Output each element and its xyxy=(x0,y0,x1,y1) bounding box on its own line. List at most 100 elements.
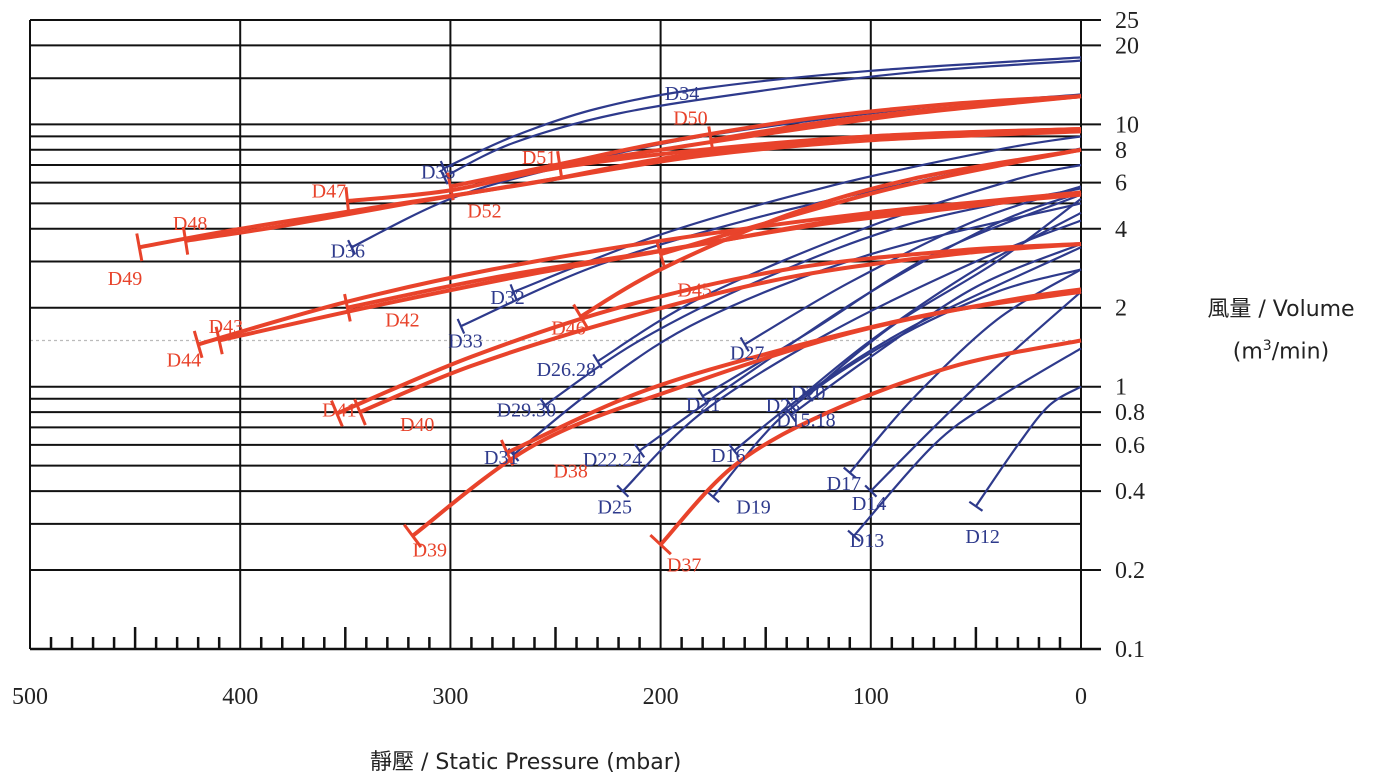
curve-d39 xyxy=(411,287,1082,538)
curve-end-cap xyxy=(343,293,352,322)
curve-label-d33: D33 xyxy=(448,331,482,353)
curve-label-d45: D45 xyxy=(677,279,711,301)
curve-end-cap xyxy=(864,484,878,498)
curve-label-d22-24: D22.24 xyxy=(583,449,642,471)
curve-label-d51: D51 xyxy=(522,147,556,169)
y-axis-title-text: 風量 / Volume xyxy=(1207,297,1355,322)
y-axis-title: 風量 / Volume (m3/min) xyxy=(1186,292,1376,370)
curve-label-d49: D49 xyxy=(108,268,142,290)
curve-label-d29-30: D29.30 xyxy=(497,399,556,421)
curve-label-d26-28: D26.28 xyxy=(537,359,596,381)
curve-labels: D12D13D14D17D19D16D15.18D23D20D25D22.24D… xyxy=(108,83,1000,577)
curve-end-cap xyxy=(842,466,857,479)
curve-end-cap xyxy=(649,533,672,556)
curve-label-d25: D25 xyxy=(598,496,632,518)
y-tick-label: 6 xyxy=(1115,171,1127,197)
curve-d20 xyxy=(807,198,1082,396)
curve-d32 xyxy=(513,135,1082,293)
curve-label-d34: D34 xyxy=(665,83,699,105)
curve-d37 xyxy=(659,338,1082,546)
curve-end-cap xyxy=(446,172,455,201)
curve-end-cap xyxy=(739,336,750,352)
curve-d35 xyxy=(443,59,1082,178)
curve-label-d52: D52 xyxy=(467,200,501,222)
y-unit-end: /min) xyxy=(1271,339,1330,365)
curve-label-d50: D50 xyxy=(673,108,707,130)
y-tick-label: 8 xyxy=(1115,138,1127,164)
curve-label-d16: D16 xyxy=(711,445,745,467)
x-tick-label: 400 xyxy=(222,684,258,710)
curve-d14 xyxy=(870,290,1082,492)
curve-d19 xyxy=(712,268,1082,498)
curve-label-d23: D23 xyxy=(766,395,800,417)
y-tick-label: 10 xyxy=(1115,112,1139,138)
curve-d40 xyxy=(359,242,1082,414)
y-tick-label: 4 xyxy=(1115,217,1127,243)
x-tick-label: 500 xyxy=(12,684,48,710)
curve-d52 xyxy=(450,94,1082,189)
curve-label-d20: D20 xyxy=(791,383,825,405)
curve-end-cap xyxy=(785,398,797,413)
x-tick-label: 0 xyxy=(1075,684,1087,710)
curve-d43 xyxy=(218,192,1082,343)
curve-d46 xyxy=(579,147,1082,319)
curve-end-cap xyxy=(330,400,344,428)
curve-end-cap xyxy=(214,326,224,355)
curve-d17 xyxy=(848,268,1082,474)
x-tick-label: 300 xyxy=(432,684,468,710)
curve-end-cap xyxy=(655,240,666,269)
curve-end-cap xyxy=(572,303,590,330)
curves xyxy=(135,56,1082,556)
curve-d51 xyxy=(559,94,1082,167)
curve-label-d32: D32 xyxy=(490,287,524,309)
curve-label-d17: D17 xyxy=(827,473,861,495)
curve-end-cap xyxy=(968,500,984,512)
y-tick-label: 0.1 xyxy=(1115,637,1145,663)
y-unit-base: (m xyxy=(1232,339,1263,365)
curve-label-d48: D48 xyxy=(173,213,207,235)
y-tick-label: 0.2 xyxy=(1115,558,1145,584)
curve-label-d31: D31 xyxy=(484,447,518,469)
curve-d15-18 xyxy=(790,242,1082,416)
curve-label-d41: D41 xyxy=(322,399,356,421)
x-tick-labels: 500 400 300 200 100 0 xyxy=(12,684,1087,710)
curve-end-cap xyxy=(801,388,814,402)
curve-label-d27: D27 xyxy=(730,343,764,365)
y-tick-label: 2 xyxy=(1115,296,1127,322)
curve-label-d43: D43 xyxy=(209,316,243,338)
curve-d34 xyxy=(443,56,1082,170)
curve-d16 xyxy=(733,246,1082,452)
curve-end-cap xyxy=(347,239,357,255)
curve-end-cap xyxy=(402,523,423,548)
curve-end-cap xyxy=(728,443,740,458)
x-ruler xyxy=(30,627,1101,651)
x-tick-label: 200 xyxy=(643,684,679,710)
curve-end-cap xyxy=(539,397,551,413)
curve-d44 xyxy=(197,190,1082,347)
curve-end-cap xyxy=(456,318,466,334)
curve-end-cap xyxy=(135,233,144,262)
curve-label-d44: D44 xyxy=(167,349,201,371)
curve-d33 xyxy=(460,147,1082,328)
curve-d12 xyxy=(974,385,1082,507)
curve-end-cap xyxy=(192,330,204,359)
curve-label-d42: D42 xyxy=(385,310,419,332)
y-axis-unit: (m3/min) xyxy=(1186,328,1376,370)
curve-label-d35: D35 xyxy=(421,162,455,184)
curve-end-cap xyxy=(847,529,861,542)
curve-end-cap xyxy=(439,169,449,185)
curve-label-d13: D13 xyxy=(850,530,884,552)
curve-d13 xyxy=(853,347,1082,537)
curve-d26-28 xyxy=(596,163,1082,363)
y-unit-sup: 3 xyxy=(1262,338,1272,354)
curve-end-cap xyxy=(634,443,646,458)
curve-label-d19: D19 xyxy=(736,496,770,518)
x-tick-label: 100 xyxy=(853,684,889,710)
curve-label-d38: D38 xyxy=(553,460,587,482)
curve-label-d12: D12 xyxy=(965,526,999,548)
y-tick-label: 25 xyxy=(1115,8,1139,34)
curve-end-cap xyxy=(181,226,190,255)
y-tick-label: 0.4 xyxy=(1115,479,1145,505)
